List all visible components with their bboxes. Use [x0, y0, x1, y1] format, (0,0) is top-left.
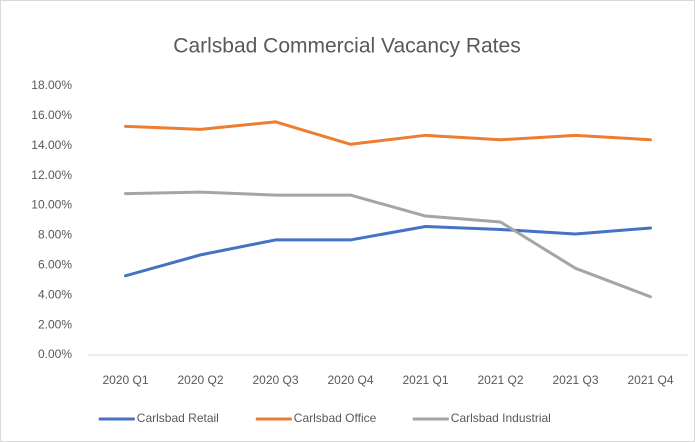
x-tick-label: 2020 Q1 — [102, 373, 148, 387]
legend-label: Carlsbad Industrial — [451, 411, 551, 425]
y-tick-label: 0.00% — [38, 347, 72, 361]
y-tick-label: 2.00% — [38, 317, 72, 331]
x-tick-label: 2020 Q4 — [327, 373, 373, 387]
x-tick-label: 2021 Q4 — [627, 373, 673, 387]
y-tick-label: 8.00% — [38, 228, 72, 242]
y-tick-label: 6.00% — [38, 258, 72, 272]
legend-label: Carlsbad Retail — [137, 411, 219, 425]
series-line — [124, 190, 652, 299]
x-tick-label: 2020 Q3 — [252, 373, 298, 387]
y-tick-label: 4.00% — [38, 287, 72, 301]
chart-title: Carlsbad Commercial Vacancy Rates — [173, 35, 520, 58]
y-tick-label: 16.00% — [31, 108, 72, 122]
series-line — [124, 224, 652, 278]
x-tick-label: 2021 Q3 — [552, 373, 598, 387]
x-tick-label: 2021 Q1 — [402, 373, 448, 387]
y-tick-label: 18.00% — [31, 78, 72, 92]
x-tick-label: 2021 Q2 — [477, 373, 523, 387]
x-tick-label: 2020 Q2 — [177, 373, 223, 387]
legend-label: Carlsbad Office — [294, 411, 377, 425]
y-tick-label: 14.00% — [31, 138, 72, 152]
series-line — [124, 120, 652, 146]
y-tick-label: 12.00% — [31, 168, 72, 182]
y-tick-label: 10.00% — [31, 198, 72, 212]
